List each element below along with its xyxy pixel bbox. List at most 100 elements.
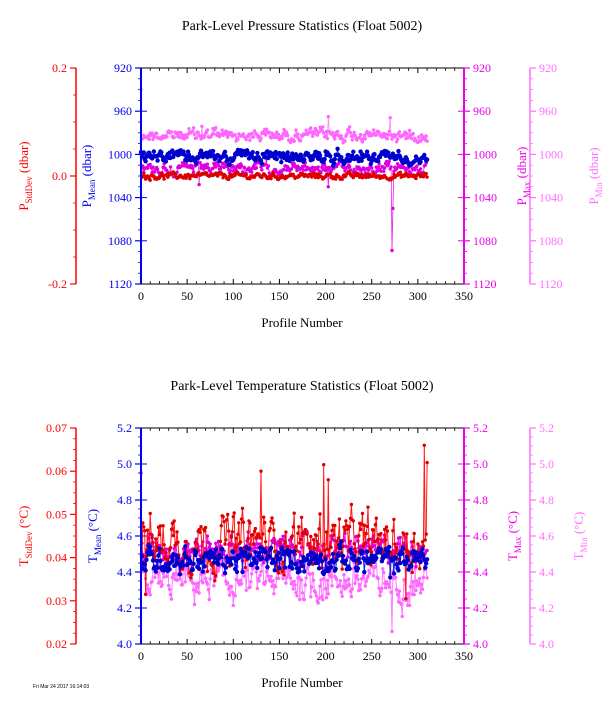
temperature-min-point	[254, 570, 259, 574]
temperature-min-point	[196, 581, 200, 585]
pressure-max-point	[266, 164, 271, 168]
temperature-stddev-point	[358, 527, 363, 532]
temperature-stddev-point	[284, 530, 288, 534]
temperature-stddev-point	[422, 443, 426, 447]
temperature-min-point	[194, 589, 199, 594]
temperature-mean-point	[323, 557, 328, 562]
temperature-stddev-point	[151, 541, 155, 545]
temperature-stddev-point	[318, 512, 322, 516]
temperature-mean-point	[277, 565, 282, 571]
temperature-min-point	[256, 576, 260, 580]
temperature-stddev-point	[347, 524, 352, 529]
temperature-min-point	[191, 581, 195, 585]
temperature-stddev-point	[336, 536, 341, 540]
temperature-mean-point	[175, 555, 181, 560]
temperature-stddev-point	[184, 539, 188, 544]
temperature-mean-point	[196, 566, 202, 571]
pressure-min-point	[226, 135, 230, 139]
temperature-mean-point	[273, 560, 278, 565]
temperature-stddev-tick-label: 0.02	[46, 637, 67, 651]
pressure-stddev-point	[221, 176, 225, 180]
temperature-min-point	[147, 590, 151, 594]
pressure-max-point	[250, 170, 254, 174]
temperature-min-point	[408, 584, 413, 589]
temperature-mean-point	[254, 560, 259, 565]
temperature-min-point	[379, 589, 383, 594]
temperature-stddev-point	[259, 469, 263, 473]
temperature-stddev-point	[354, 550, 358, 554]
temperature-mean-point	[417, 554, 422, 560]
temperature-stddev-point	[361, 544, 366, 548]
pressure-min-point	[304, 128, 308, 132]
temperature-stddev-point	[223, 542, 227, 546]
temperature-ticks: 0 50 100 150 200 250 300 350 0.07 0.06 0.05 0.04 0.0…	[46, 421, 554, 663]
pressure-max-point	[282, 168, 286, 172]
pressure-min-point	[203, 134, 207, 138]
temperature-min-point	[219, 559, 223, 563]
pressure-mean-point	[217, 158, 222, 164]
pressure-min-point	[348, 131, 353, 135]
temperature-mean-point	[246, 546, 252, 551]
pressure-max-point	[382, 169, 386, 174]
temperature-min-point	[158, 580, 163, 584]
temperature-min-point	[145, 583, 150, 587]
temperature-min-point	[153, 575, 157, 580]
temperature-stddev-point	[224, 538, 228, 542]
temperature-min-point	[418, 576, 422, 581]
temperature-max-point	[425, 548, 429, 553]
temperature-mean-point	[222, 570, 228, 576]
temperature-min-point	[299, 578, 304, 582]
temperature-stddev-point	[360, 511, 365, 516]
pressure-max-tick-label: 920	[473, 61, 491, 75]
pressure-min-tick-label: 920	[539, 61, 557, 75]
pressure-min-point	[150, 131, 154, 135]
temperature-stddev-point	[299, 537, 303, 542]
temperature-min-point	[330, 584, 334, 588]
temperature-stddev-point	[218, 539, 223, 544]
temperature-min-point	[216, 569, 221, 573]
temperature-stddev-point	[423, 538, 427, 542]
temperature-mean-point	[180, 559, 185, 565]
temperature-min-point	[212, 584, 216, 588]
temperature-min-tick-label: 5.2	[539, 421, 554, 435]
pressure-mean-point	[259, 161, 265, 166]
temperature-min-point	[311, 578, 316, 582]
pressure-min-point	[395, 137, 400, 141]
pressure-min-point	[315, 133, 319, 137]
temperature-mean-point	[393, 555, 398, 560]
temperature-mean-tick-label: 4.4	[117, 565, 132, 579]
pressure-max-point	[352, 167, 356, 172]
temperature-mean-point	[250, 561, 255, 566]
temperature-max-point	[395, 542, 400, 546]
temperature-stddev-point	[193, 540, 198, 544]
pressure-mean-point	[339, 155, 344, 160]
pressure-max-point	[387, 159, 391, 164]
temperature-stddev-point	[385, 529, 390, 533]
temperature-mean-tick-label: 5.2	[117, 421, 132, 435]
temperature-stddev-point	[291, 525, 295, 529]
temperature-stddev-point	[411, 540, 415, 544]
pressure-xtick-label: 250	[363, 289, 381, 303]
temperature-min-point	[197, 591, 201, 595]
temperature-max-point	[194, 537, 199, 541]
temperature-mean-point	[144, 557, 149, 562]
temperature-mean-point	[316, 566, 322, 571]
temperature-min-point	[321, 598, 325, 602]
temperature-mean-point	[394, 562, 399, 567]
temperature-mean-point	[282, 565, 288, 570]
temperature-max-point	[414, 564, 418, 569]
temperature-max-point	[386, 561, 390, 565]
temperature-min-point	[193, 582, 198, 586]
pressure-min-point	[185, 135, 189, 139]
temperature-max-point	[205, 534, 210, 538]
temperature-mean-tick-label: 4.2	[117, 601, 132, 615]
temperature-stddev-point	[326, 478, 330, 482]
pressure-min-point	[250, 131, 254, 136]
temperature-mean-point	[424, 557, 430, 562]
temperature-min-point	[347, 583, 352, 587]
pressure-stddev-tick-label: -0.2	[48, 277, 67, 291]
temperature-min-point	[400, 614, 404, 619]
temperature-stddev-point	[163, 556, 167, 560]
temperature-stddev-point	[281, 560, 285, 564]
temperature-min-point	[308, 572, 312, 576]
